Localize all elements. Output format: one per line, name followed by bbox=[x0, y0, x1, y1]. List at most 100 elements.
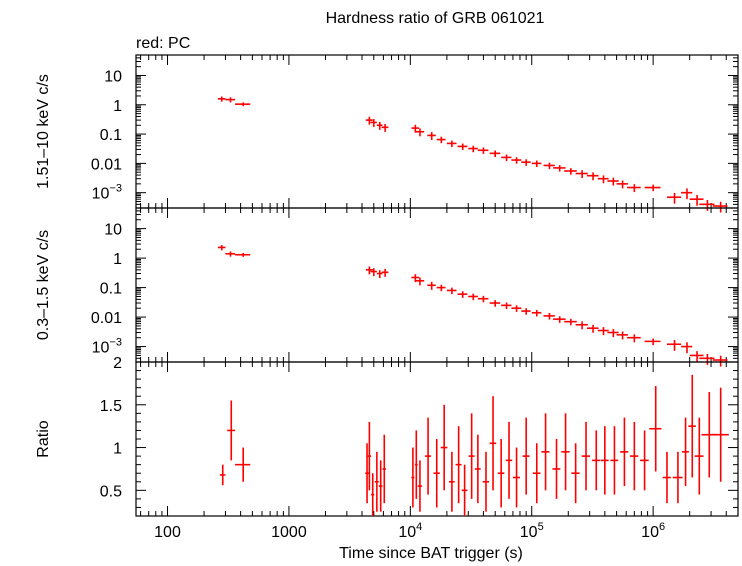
data-point-soft bbox=[521, 308, 531, 315]
data-point-ratio bbox=[694, 417, 704, 495]
data-point-ratio bbox=[682, 417, 689, 487]
data-point-hard bbox=[446, 140, 457, 148]
data-point-ratio bbox=[468, 413, 475, 499]
data-point-hard bbox=[681, 188, 693, 200]
data-point-soft bbox=[511, 305, 522, 312]
data-point-hard bbox=[457, 143, 468, 151]
data-point-hard bbox=[586, 172, 599, 181]
data-point-soft bbox=[457, 291, 468, 298]
data-point-hard bbox=[501, 154, 512, 162]
data-point-soft bbox=[712, 355, 728, 367]
data-point-ratio bbox=[600, 426, 609, 495]
data-point-hard bbox=[699, 200, 715, 211]
data-point-ratio bbox=[532, 443, 541, 504]
data-point-ratio bbox=[374, 451, 379, 512]
data-point-ratio bbox=[662, 451, 671, 504]
data-point-ratio bbox=[552, 439, 561, 499]
data-point-hard bbox=[427, 132, 436, 140]
data-point-ratio bbox=[448, 451, 455, 512]
data-point-soft bbox=[666, 339, 682, 351]
data-point-ratio bbox=[411, 447, 415, 508]
data-point-ratio bbox=[571, 443, 580, 504]
y-tick-label: 1 bbox=[113, 251, 122, 268]
data-point-soft bbox=[376, 270, 383, 279]
data-point-soft bbox=[543, 313, 555, 320]
data-point-soft bbox=[489, 300, 501, 307]
data-point-ratio bbox=[433, 439, 440, 508]
y-tick-label: 0.5 bbox=[100, 483, 122, 500]
data-point-hard bbox=[712, 201, 728, 213]
data-point-ratio bbox=[455, 426, 462, 504]
data-point-ratio bbox=[382, 434, 386, 504]
x-tick-label: 106 bbox=[641, 521, 665, 541]
data-point-soft bbox=[446, 287, 457, 295]
y-axis-label-hard: 1.51–10 keV c/s bbox=[35, 74, 52, 189]
data-point-hard bbox=[376, 121, 383, 130]
data-point-hard bbox=[564, 168, 577, 175]
data-point-hard bbox=[689, 194, 704, 206]
x-axis-label: Time since BAT trigger (s) bbox=[339, 545, 523, 562]
data-point-soft bbox=[644, 338, 661, 346]
data-point-ratio bbox=[482, 451, 490, 512]
data-point-ratio bbox=[424, 417, 432, 495]
data-point-soft bbox=[681, 342, 693, 354]
data-point-hard bbox=[531, 160, 542, 168]
data-point-ratio bbox=[235, 447, 251, 482]
y-tick-label: 10 bbox=[104, 222, 122, 239]
y-tick-label: 0.1 bbox=[100, 281, 122, 298]
data-point-soft bbox=[370, 268, 377, 277]
data-point-hard bbox=[511, 157, 522, 164]
y-tick-label: 10−3 bbox=[92, 183, 122, 203]
data-point-hard bbox=[381, 123, 389, 132]
data-point-ratio bbox=[672, 451, 683, 504]
data-point-soft bbox=[468, 293, 478, 301]
data-point-ratio bbox=[561, 413, 570, 491]
data-point-soft bbox=[597, 327, 609, 336]
data-point-hard bbox=[235, 102, 251, 107]
data-point-hard bbox=[553, 165, 566, 172]
plot-frame-hard bbox=[135, 54, 739, 209]
data-point-hard bbox=[489, 150, 501, 158]
y-axis-label-soft: 0.3–1.5 keV c/s bbox=[35, 230, 52, 340]
data-point-hard bbox=[225, 97, 236, 103]
data-point-ratio bbox=[474, 434, 481, 504]
data-point-hard bbox=[543, 162, 555, 170]
data-point-ratio bbox=[630, 421, 639, 491]
data-point-hard bbox=[217, 96, 226, 102]
data-point-soft bbox=[415, 277, 425, 286]
x-tick-label: 100 bbox=[154, 524, 181, 541]
data-point-soft bbox=[225, 251, 236, 257]
data-point-hard bbox=[597, 175, 609, 184]
data-point-soft bbox=[553, 316, 566, 323]
y-tick-label: 1 bbox=[113, 441, 122, 458]
data-point-soft bbox=[427, 281, 436, 290]
data-point-hard bbox=[370, 119, 377, 127]
data-point-ratio bbox=[640, 430, 649, 491]
data-point-soft bbox=[235, 252, 251, 257]
data-point-soft bbox=[607, 329, 619, 338]
data-point-ratio bbox=[227, 400, 236, 461]
data-point-soft bbox=[586, 324, 599, 333]
data-point-ratio bbox=[367, 421, 372, 491]
data-point-hard bbox=[521, 159, 531, 166]
x-tick-label: 1000 bbox=[271, 524, 307, 541]
data-point-ratio bbox=[649, 385, 662, 472]
data-point-ratio bbox=[688, 374, 696, 478]
data-point-hard bbox=[415, 128, 425, 137]
data-point-soft bbox=[564, 318, 577, 326]
x-tick-label: 105 bbox=[520, 521, 544, 541]
y-tick-label: 1 bbox=[113, 98, 122, 115]
data-point-ratio bbox=[365, 443, 369, 504]
chart-subtitle: red: PC bbox=[136, 35, 190, 52]
data-point-ratio bbox=[620, 417, 629, 487]
data-point-hard bbox=[468, 145, 478, 153]
data-point-soft bbox=[477, 295, 489, 303]
y-tick-label: 10 bbox=[104, 68, 122, 85]
data-point-soft bbox=[575, 321, 588, 330]
data-point-ratio bbox=[414, 430, 418, 499]
data-point-ratio bbox=[610, 426, 619, 495]
data-point-hard bbox=[616, 180, 628, 189]
data-point-soft bbox=[217, 245, 226, 251]
data-point-ratio bbox=[711, 387, 729, 482]
